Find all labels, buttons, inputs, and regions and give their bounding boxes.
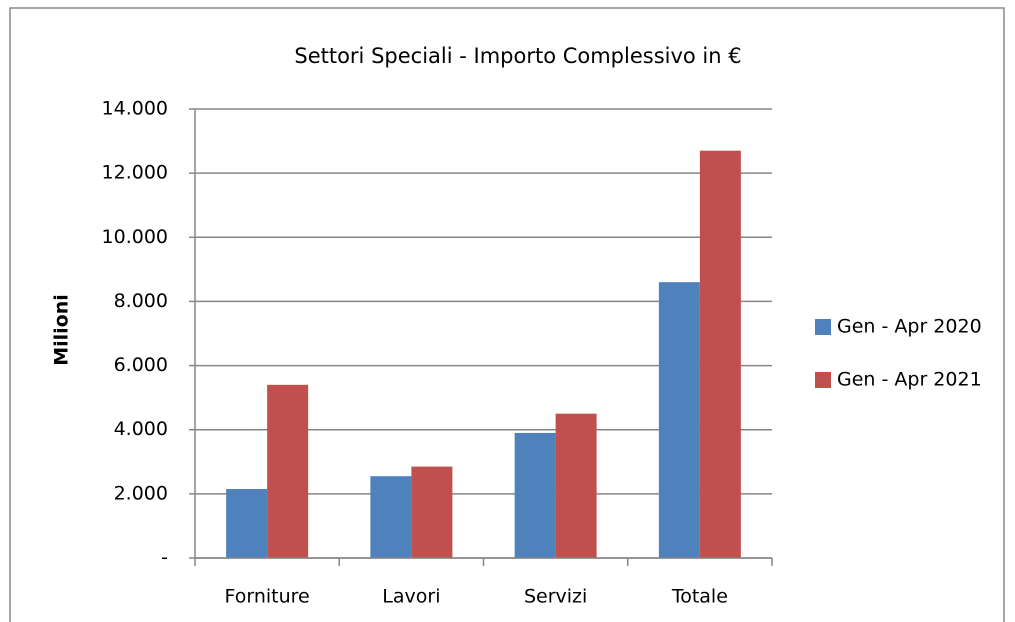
legend-label: Gen - Apr 2020 [837,316,982,338]
y-tick-label: 2.000 [114,482,168,504]
bar [411,466,453,558]
x-tick-label: Servizi [524,586,587,608]
y-tick-label: 8.000 [114,290,168,312]
y-tick-label: - [161,547,168,569]
x-tick-label: Lavori [382,586,440,608]
bar [226,489,268,558]
legend-swatch [815,319,831,335]
bar [370,476,412,558]
legend-swatch [815,372,831,388]
bar [555,413,597,558]
y-tick-label: 10.000 [102,226,168,248]
bar [658,282,700,558]
chart-frame [9,7,1005,622]
y-tick-label: 12.000 [102,162,168,184]
legend-label: Gen - Apr 2021 [837,369,982,391]
y-tick-label: 14.000 [102,98,168,120]
bar [267,384,309,558]
x-tick-label: Totale [671,586,728,608]
x-tick-label: Forniture [225,586,310,608]
y-axis-label: Milioni [51,294,73,366]
bar [699,150,741,558]
chart-title: Settori Speciali - Importo Complessivo i… [294,44,741,68]
bar [514,432,556,558]
y-tick-label: 6.000 [114,354,168,376]
y-tick-label: 4.000 [114,418,168,440]
